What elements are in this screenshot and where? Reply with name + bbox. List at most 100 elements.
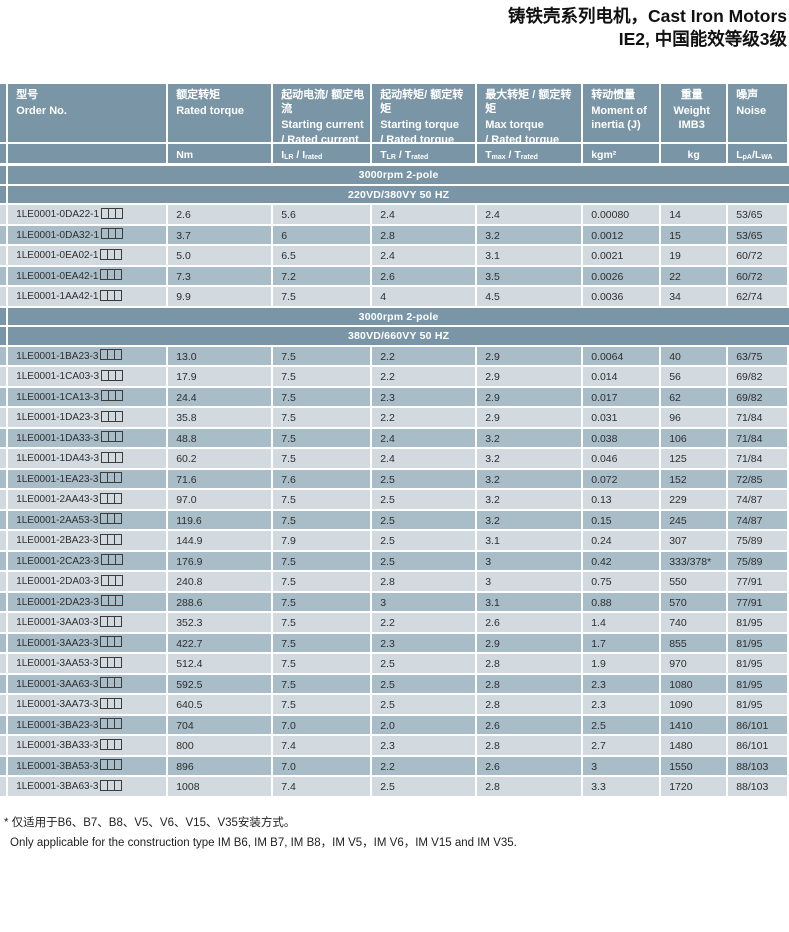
order-number-text: 1LE0001-3BA33-3: [16, 740, 99, 752]
table-left-strip: [0, 327, 9, 345]
cell-rated_torque: 176.9: [168, 551, 274, 571]
section-voltage-band-label: 220VD/380VY 50 HZ: [8, 185, 789, 204]
cell-weight: 34: [661, 287, 729, 306]
footnote-zh: * 仅适用于B6、B7、B8、V5、V6、V15、V35安装方式。: [4, 816, 296, 829]
order-number-text: 1LE0001-3AA63-3: [16, 678, 99, 690]
order-placeholder-boxes: [101, 429, 123, 448]
column-header-en: Starting torque / Rated torque: [380, 119, 460, 146]
order-placeholder-box: [114, 431, 123, 443]
cell-starting_current_ratio: 5.6: [273, 205, 373, 224]
cell-max_torque_ratio: 2.9: [477, 408, 584, 427]
cell-starting_current_ratio: 7.5: [273, 428, 373, 448]
cell-moment_of_inertia: 1.4: [583, 613, 662, 632]
column-header-starting_torque_ratio: 起动转矩/ 额定转矩 Starting torque / Rated torque: [372, 83, 478, 146]
unit-text: / T: [505, 148, 521, 161]
unit-order_no: [8, 143, 169, 164]
unit-text: T: [485, 148, 492, 161]
order-number-text: 1LE0001-3AA53-3: [16, 658, 99, 670]
order-placeholder-boxes: [100, 634, 123, 653]
cell-order_no: 1LE0001-3AA03-3: [8, 613, 169, 632]
cell-starting_torque_ratio: 2.5: [372, 490, 478, 509]
cell-starting_current_ratio: 7.5: [273, 449, 373, 468]
cell-max_torque_ratio: 3.5: [477, 266, 584, 286]
cell-weight: 22: [661, 266, 729, 286]
table-row: 1LE0001-3AA63-3 592.5 7.5 2.5 2.8 2.3 1080 81/9…: [0, 674, 789, 696]
cell-rated_torque: 800: [168, 736, 274, 755]
unit-noise: LpA/LWA: [728, 143, 788, 164]
unit-text: I: [281, 148, 285, 161]
cell-moment_of_inertia: 0.0064: [583, 346, 662, 366]
cell-starting_torque_ratio: 3: [372, 592, 478, 612]
cell-moment_of_inertia: 0.15: [583, 510, 662, 530]
cell-rated_torque: 240.8: [168, 572, 274, 591]
cell-weight: 1550: [661, 756, 729, 776]
cell-order_no: 1LE0001-1DA33-3: [8, 428, 169, 448]
table-left-strip: [0, 143, 9, 164]
table-row: 1LE0001-1DA33-3 48.8 7.5 2.4 3.2 0.038 106 71/8…: [0, 428, 789, 450]
cell-weight: 19: [661, 246, 729, 265]
section-speed-band-label: 3000rpm 2-pole: [8, 307, 789, 326]
cell-max_torque_ratio: 3.2: [477, 428, 584, 448]
table-row: 1LE0001-0EA42-1 7.3 7.2 2.6 3.5 0.0026 22 60/72: [0, 266, 789, 288]
cell-order_no: 1LE0001-1DA43-3: [8, 449, 169, 468]
order-placeholder-boxes: [101, 226, 123, 245]
order-placeholder-box: [114, 636, 123, 648]
cell-moment_of_inertia: 2.5: [583, 715, 662, 735]
page-title-line1: 铸铁壳系列电机，Cast Iron Motors: [507, 6, 787, 26]
order-placeholder-boxes: [100, 287, 123, 306]
cell-moment_of_inertia: 0.038: [583, 428, 662, 448]
table-row: 1LE0001-3AA53-3 512.4 7.5 2.5 2.8 1.9 970 81/95: [0, 654, 789, 675]
order-number-text: 1LE0001-1AA42-1: [16, 291, 99, 303]
order-placeholder-box: [114, 228, 123, 240]
cell-max_torque_ratio: 2.6: [477, 715, 584, 735]
order-number-text: 1LE0001-1BA23-3: [16, 350, 99, 362]
order-number-text: 1LE0001-1CA03-3: [16, 371, 100, 383]
table-left-strip: [0, 756, 9, 776]
table-row: 1LE0001-1CA13-3 24.4 7.5 2.3 2.9 0.017 62 69/82: [0, 387, 789, 409]
table-row: 1LE0001-1EA23-3 71.6 7.6 2.5 3.2 0.072 152 72/8…: [0, 469, 789, 491]
cell-starting_torque_ratio: 4: [372, 287, 478, 306]
cell-order_no: 1LE0001-1CA13-3: [8, 387, 169, 407]
cell-starting_torque_ratio: 2.3: [372, 387, 478, 407]
order-placeholder-boxes: [100, 490, 123, 509]
cell-rated_torque: 48.8: [168, 428, 274, 448]
section-speed-band: 3000rpm 2-pole: [0, 166, 789, 186]
table-row: 1LE0001-3AA03-3 352.3 7.5 2.2 2.6 1.4 740 81/95: [0, 613, 789, 634]
column-header-zh: 最大转矩 / 额定转矩: [485, 88, 572, 115]
table-left-strip: [0, 287, 9, 306]
column-header-en: Rated torque: [176, 104, 245, 117]
cell-weight: 125: [661, 449, 729, 468]
cell-rated_torque: 2.6: [168, 205, 274, 224]
cell-starting_torque_ratio: 2.4: [372, 205, 478, 224]
cell-moment_of_inertia: 1.7: [583, 633, 662, 653]
order-number-text: 1LE0001-2CA23-3: [16, 555, 100, 567]
cell-noise: 86/101: [728, 715, 788, 735]
table-left-strip: [0, 367, 9, 386]
cell-starting_torque_ratio: 2.8: [372, 572, 478, 591]
cell-rated_torque: 13.0: [168, 346, 274, 366]
unit-text: rated: [411, 153, 429, 161]
column-header-noise: 噪声 Noise: [728, 83, 788, 142]
cell-noise: 60/72: [728, 246, 788, 265]
cell-noise: 71/84: [728, 428, 788, 448]
column-header-rated_torque: 额定转矩 Rated torque: [168, 83, 274, 142]
table-left-strip: [0, 551, 9, 571]
column-header-zh: 起动电流/ 额定电流: [281, 88, 365, 115]
table-row: 1LE0001-1DA43-3 60.2 7.5 2.4 3.2 0.046 125 71/8…: [0, 449, 789, 470]
cell-starting_torque_ratio: 2.4: [372, 428, 478, 448]
cell-noise: 53/65: [728, 225, 788, 245]
cell-max_torque_ratio: 2.6: [477, 613, 584, 632]
cell-order_no: 1LE0001-0DA22-1: [8, 205, 169, 224]
cell-rated_torque: 119.6: [168, 510, 274, 530]
cell-starting_current_ratio: 7.5: [273, 387, 373, 407]
cell-starting_torque_ratio: 2.4: [372, 449, 478, 468]
cell-weight: 96: [661, 408, 729, 427]
table-left-strip: [0, 654, 9, 673]
order-placeholder-box: [114, 533, 123, 545]
table-left-strip: [0, 674, 9, 694]
order-placeholder-box: [114, 248, 123, 260]
table-row: 1LE0001-2DA03-3 240.8 7.5 2.8 3 0.75 550 77/91: [0, 572, 789, 593]
order-number-text: 1LE0001-3BA63-3: [16, 781, 99, 793]
cell-max_torque_ratio: 2.8: [477, 736, 584, 755]
cell-weight: 245: [661, 510, 729, 530]
